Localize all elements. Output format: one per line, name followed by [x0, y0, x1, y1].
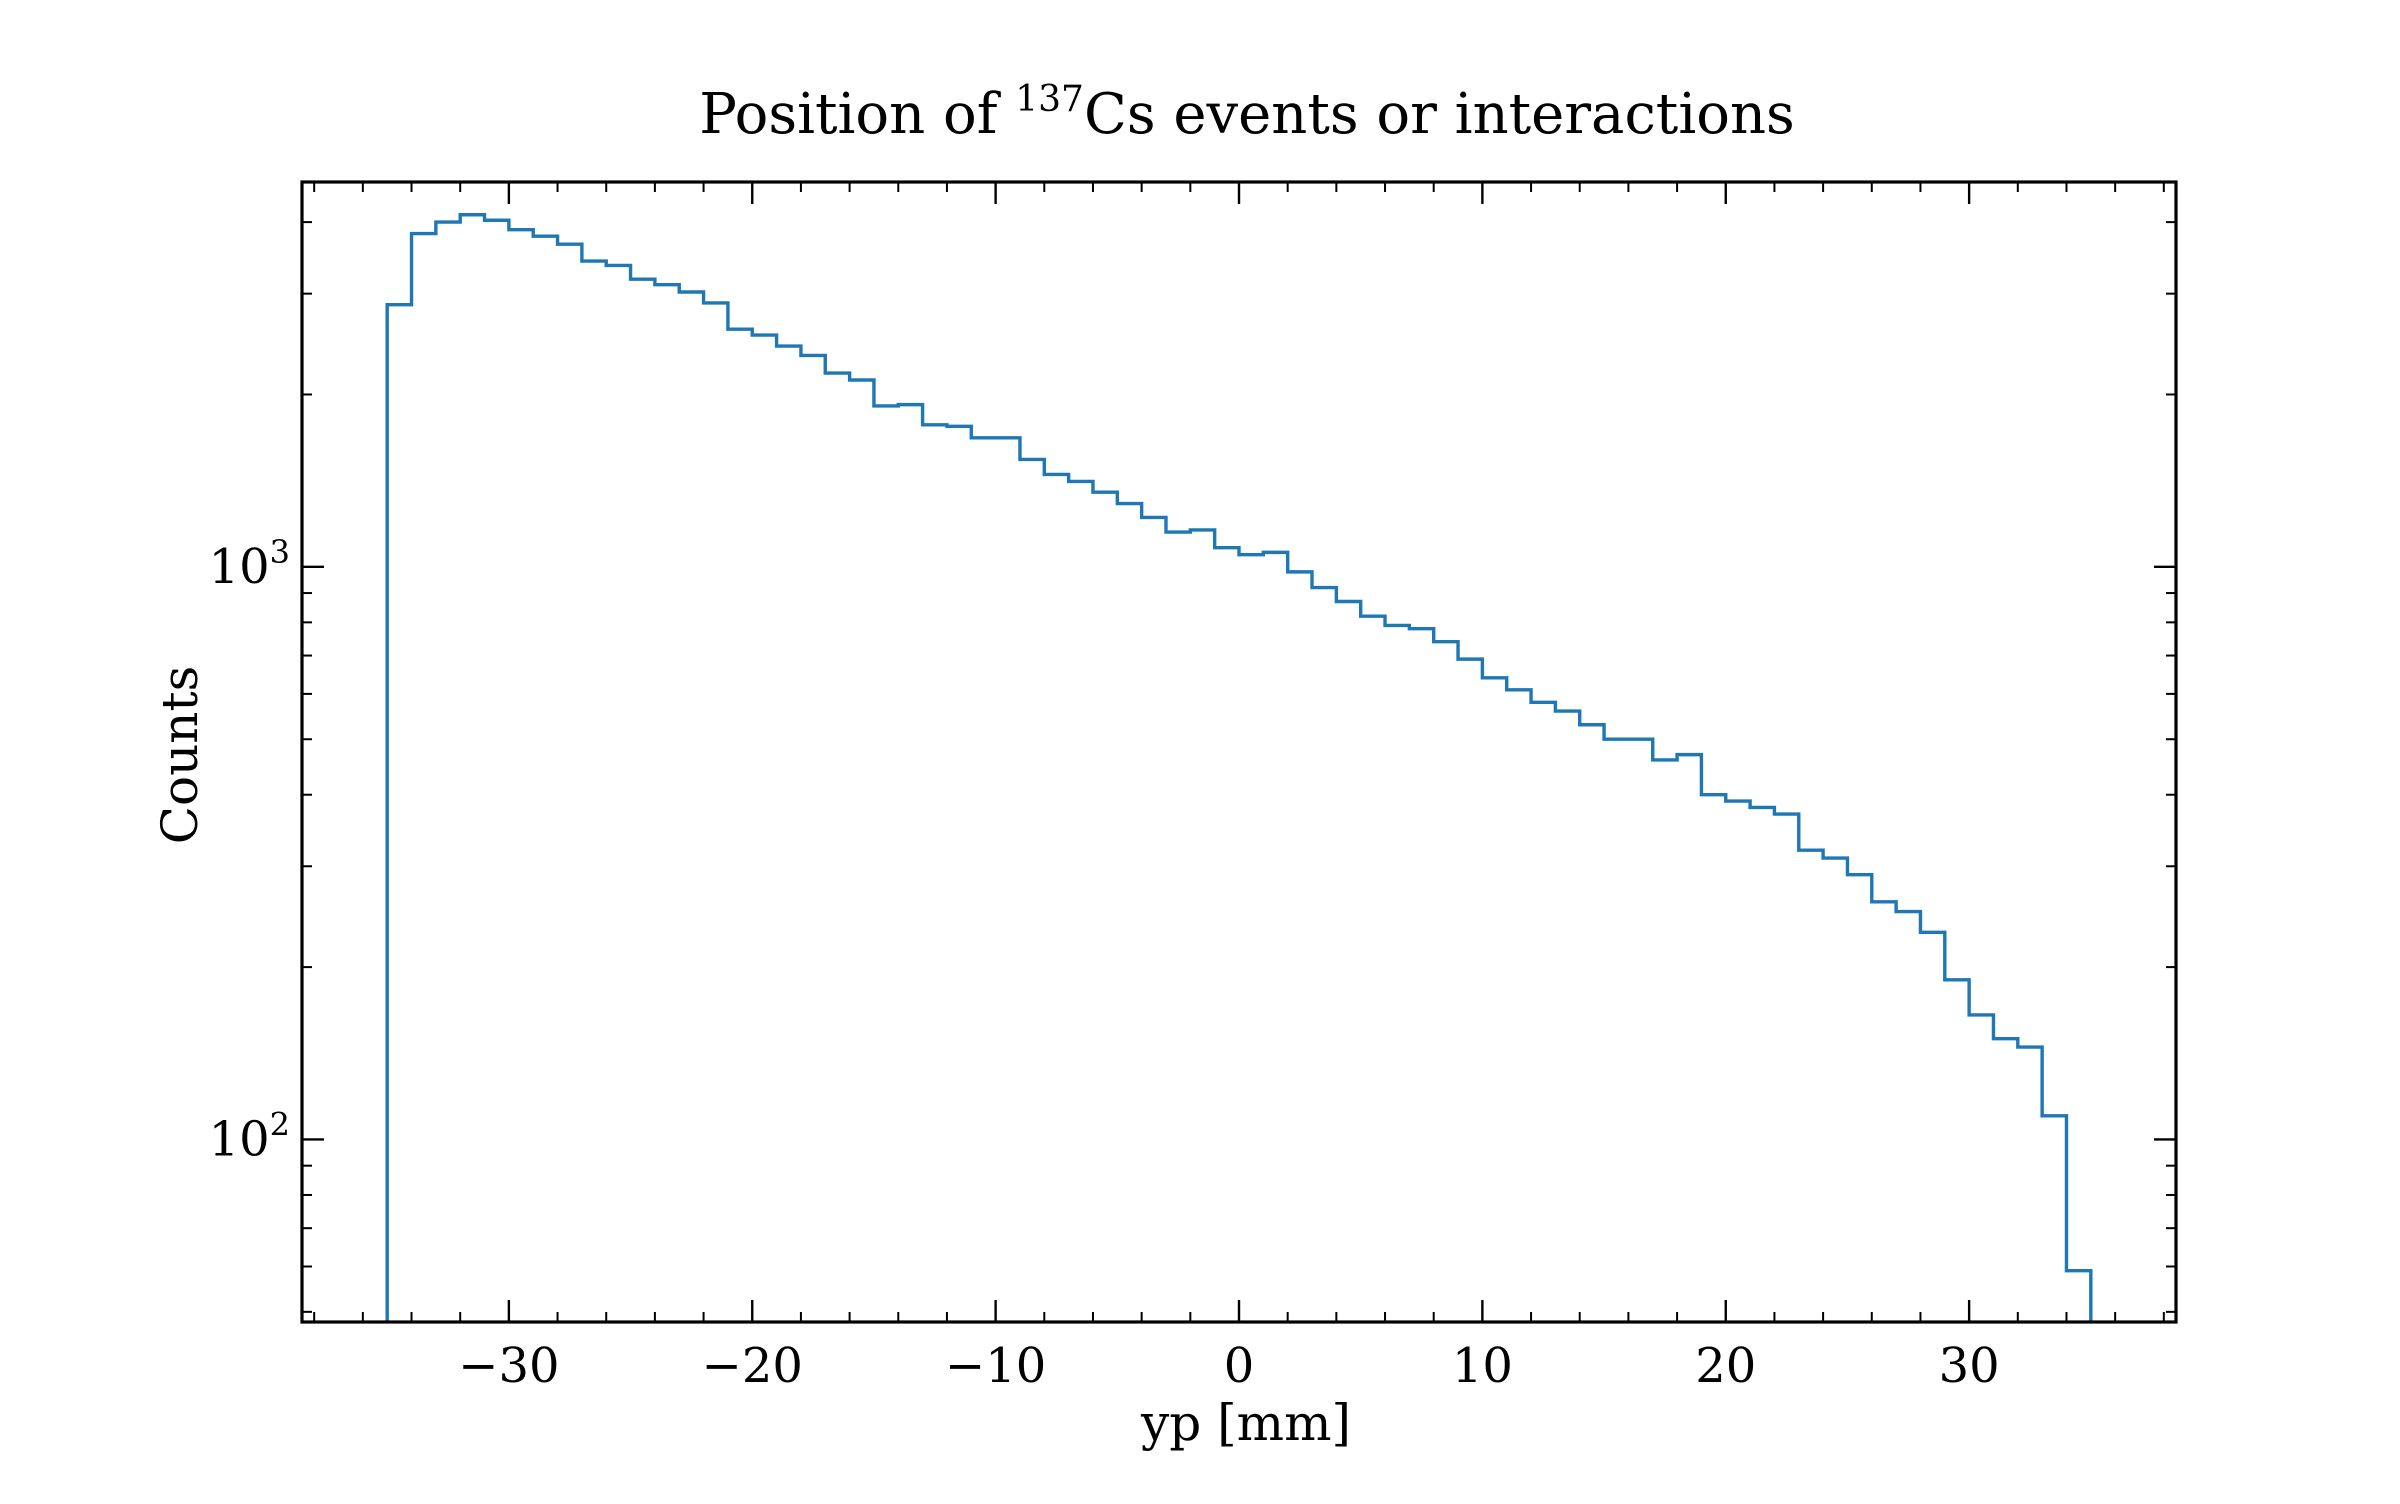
x-tick-label: 20: [1695, 1338, 1756, 1394]
histogram-bin: [2066, 1271, 2090, 1322]
histogram-bin: [1847, 875, 1871, 1322]
histogram-bin: [1117, 504, 1141, 1322]
y-tick-label: 102: [209, 1105, 290, 1167]
histogram-bin: [558, 244, 582, 1322]
histogram-bin: [1799, 850, 1823, 1322]
plot-layer: −30 −20 −10 0 10 20 30 102 103: [209, 180, 2178, 1394]
histogram-bin: [923, 425, 947, 1322]
histogram-bin: [1020, 459, 1044, 1322]
histogram-bin: [1263, 552, 1287, 1322]
histogram-bin: [1336, 601, 1360, 1322]
histogram-bin: [1507, 690, 1531, 1322]
histogram-bin: [752, 335, 776, 1322]
histogram-bin: [679, 292, 703, 1322]
histogram-series-line: [385, 213, 2093, 1322]
histogram-bin: [850, 380, 874, 1322]
histogram-bin: [1458, 659, 1482, 1322]
histogram-bin: [655, 285, 679, 1322]
histogram-bin: [631, 279, 655, 1322]
plot-frame: [300, 180, 2178, 1324]
histogram-bin: [1215, 548, 1239, 1322]
histogram-bin: [533, 236, 557, 1322]
histogram-bin: [1531, 702, 1555, 1322]
histogram-bin: [412, 234, 436, 1322]
histogram-bin: [1726, 801, 1750, 1322]
histogram-bin: [1774, 814, 1798, 1322]
histogram-bin: [1750, 807, 1774, 1322]
histogram-bin: [509, 230, 533, 1322]
histogram-bin: [1628, 739, 1652, 1322]
histogram-bin: [1239, 555, 1263, 1322]
x-tick-label: 10: [1452, 1338, 1513, 1394]
histogram-bin: [1385, 625, 1409, 1322]
histogram-bin: [1555, 711, 1579, 1322]
histogram-bin: [1044, 474, 1068, 1322]
histogram-bin: [1482, 678, 1506, 1322]
histogram-bin: [1166, 532, 1190, 1322]
histogram-bin: [1093, 492, 1117, 1322]
histogram-bin: [460, 215, 484, 1322]
histogram-bin: [1872, 902, 1896, 1322]
histogram-bin: [898, 405, 922, 1322]
y-axis-label: Counts: [151, 666, 209, 845]
histogram-bin: [1969, 1015, 1993, 1322]
histogram-bin: [582, 261, 606, 1322]
x-tick-label: −30: [458, 1338, 559, 1394]
histogram-bin: [1190, 530, 1214, 1322]
histogram-bin: [1288, 572, 1312, 1322]
histogram-bin: [1677, 755, 1701, 1322]
histogram-bin: [1920, 932, 1944, 1322]
chart-title: Position of 137Cs events or interactions: [699, 79, 1795, 147]
y-tick-label: 103: [209, 533, 290, 595]
histogram-bin: [387, 305, 411, 1322]
histogram-bin: [825, 373, 849, 1322]
histogram-bin: [1896, 912, 1920, 1322]
histogram-bin: [1653, 760, 1677, 1322]
histogram-bin: [1993, 1039, 2017, 1322]
x-tick-label: −20: [702, 1338, 803, 1394]
histogram-bin: [777, 346, 801, 1322]
x-axis-label: yp [mm]: [1140, 1394, 1351, 1452]
histogram-bin: [874, 406, 898, 1322]
histogram-bin: [1580, 725, 1604, 1322]
x-tick-label: −10: [945, 1338, 1046, 1394]
histogram-bin: [996, 438, 1020, 1322]
histogram-bin: [2042, 1116, 2066, 1322]
histogram-bin: [704, 303, 728, 1322]
histogram-bin: [1312, 588, 1336, 1322]
histogram-bin: [1142, 517, 1166, 1322]
histogram-bin: [1434, 642, 1458, 1322]
histogram-bin: [971, 438, 995, 1322]
x-tick-label: 0: [1224, 1338, 1255, 1394]
histogram-bin: [1361, 616, 1385, 1322]
histogram-bin: [1069, 481, 1093, 1322]
histogram-bin: [606, 265, 630, 1322]
histogram-bin: [1409, 629, 1433, 1322]
histogram-bin: [728, 329, 752, 1322]
x-tick-label: 30: [1939, 1338, 2000, 1394]
histogram-bin: [801, 355, 825, 1322]
histogram-bin: [947, 426, 971, 1322]
histogram-bin: [1945, 980, 1969, 1322]
histogram-bin: [485, 220, 509, 1322]
histogram-bin: [1701, 795, 1725, 1322]
histogram-bin: [436, 222, 460, 1322]
histogram-bin: [1823, 858, 1847, 1322]
histogram-bin: [1604, 739, 1628, 1322]
histogram-bin: [2018, 1047, 2042, 1322]
